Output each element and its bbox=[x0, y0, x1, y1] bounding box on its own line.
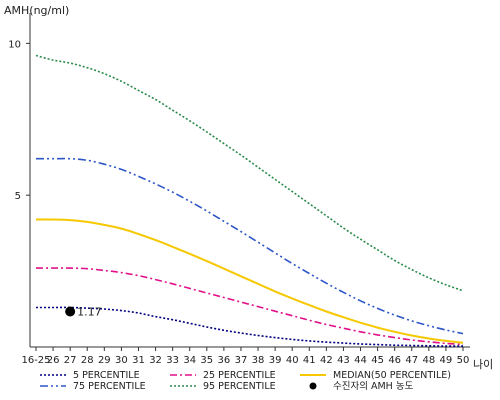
x-tick-label: 40 bbox=[286, 355, 299, 366]
x-axis-title: 나이 bbox=[473, 358, 493, 371]
x-tick-label: 41 bbox=[303, 355, 316, 366]
legend-label: 5 PERCENTILE bbox=[73, 370, 140, 381]
y-tick-label: 5 bbox=[15, 191, 21, 202]
x-tick-label: 38 bbox=[252, 355, 265, 366]
legend-label: 25 PERCENTILE bbox=[203, 370, 276, 381]
x-tick-label: 35 bbox=[200, 355, 213, 366]
y-ticks: 5 10 bbox=[8, 39, 30, 202]
x-tick-label: 26 bbox=[47, 355, 60, 366]
legend-label: 수진자의 AMH 농도 bbox=[333, 381, 414, 392]
x-tick-label: 28 bbox=[81, 355, 94, 366]
legend-label: 75 PERCENTILE bbox=[73, 381, 146, 392]
series-line bbox=[36, 267, 464, 346]
x-tick-label: 30 bbox=[115, 355, 128, 366]
x-tick-label: 27 bbox=[64, 355, 77, 366]
legend-label: 95 PERCENTILE bbox=[203, 381, 276, 392]
x-tick-label: 43 bbox=[337, 355, 350, 366]
x-tick-label: 46 bbox=[388, 355, 401, 366]
series-line bbox=[35, 218, 464, 344]
x-tick-label: 49 bbox=[440, 355, 453, 366]
series-line bbox=[36, 157, 464, 335]
legend-label: MEDIAN(50 PERCENTILE) bbox=[333, 370, 451, 381]
x-tick-label: 44 bbox=[354, 355, 367, 366]
legend: 5 PERCENTILE 25 PERCENTILE MEDIAN(50 PERCE… bbox=[40, 370, 451, 392]
x-tick-label: 36 bbox=[218, 355, 231, 366]
y-tick-label: 10 bbox=[8, 39, 21, 50]
x-tick-label: 45 bbox=[371, 355, 384, 366]
x-tick-label: 50 bbox=[457, 355, 470, 366]
y-axis-title: AMH(ng/ml) bbox=[4, 4, 69, 17]
series-line bbox=[35, 306, 463, 347]
x-tick-label: 32 bbox=[149, 355, 162, 366]
x-tick-label: 31 bbox=[132, 355, 145, 366]
x-tick-label: 16-25 bbox=[21, 355, 50, 366]
series-line bbox=[35, 54, 464, 292]
x-tick-label: 39 bbox=[269, 355, 282, 366]
x-tick-label: 34 bbox=[183, 355, 196, 366]
x-tick-label: 42 bbox=[320, 355, 333, 366]
x-tick-label: 29 bbox=[98, 355, 111, 366]
marker-point bbox=[65, 306, 76, 317]
series-lines bbox=[35, 54, 464, 347]
marker-label: 1.17 bbox=[77, 305, 102, 318]
x-tick-label: 33 bbox=[166, 355, 179, 366]
legend-marker bbox=[309, 382, 317, 390]
x-tick-label: 47 bbox=[405, 355, 418, 366]
data-markers: 1.17 bbox=[65, 305, 102, 318]
x-tick-label: 37 bbox=[235, 355, 248, 366]
x-tick-label: 48 bbox=[422, 355, 435, 366]
